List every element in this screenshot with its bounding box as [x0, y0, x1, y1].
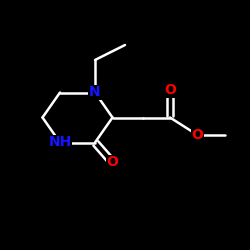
- Text: O: O: [192, 128, 203, 142]
- Text: O: O: [106, 156, 118, 170]
- Text: O: O: [164, 83, 176, 97]
- Text: NH: NH: [48, 136, 72, 149]
- Text: N: N: [89, 86, 101, 100]
